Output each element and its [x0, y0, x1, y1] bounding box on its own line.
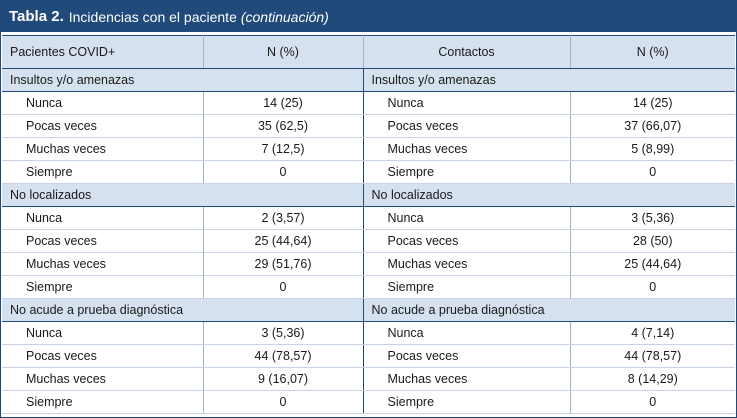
row-label-patients: Pocas veces: [2, 344, 204, 368]
table-row: Nunca 14 (25) Nunca 14 (25): [2, 91, 735, 115]
section-title-contacts: No acude a prueba diagnóstica: [362, 298, 735, 322]
row-value-patients: 2 (3,57): [203, 206, 363, 230]
section-title-patients: No localizados: [2, 183, 363, 207]
table-row: Muchas veces 9 (16,07) Muchas veces 8 (14,2…: [2, 367, 735, 391]
row-value-contacts: 28 (50): [570, 229, 735, 253]
row-label-contacts: Nunca: [362, 321, 571, 345]
section-row: No localizados No localizados: [2, 183, 735, 207]
row-label-patients: Pocas veces: [2, 114, 204, 138]
row-value-patients: 14 (25): [203, 91, 363, 115]
incidents-table: Pacientes COVID+ N (%) Contactos N (%) I…: [2, 35, 735, 414]
row-value-patients: 0: [203, 275, 363, 299]
row-value-patients: 29 (51,76): [203, 252, 363, 276]
row-value-contacts: 44 (78,57): [570, 344, 735, 368]
row-label-contacts: Muchas veces: [362, 367, 571, 391]
row-label-patients: Siempre: [2, 390, 204, 414]
table-row: Pocas veces 25 (44,64) Pocas veces 28 (50): [2, 229, 735, 253]
row-value-contacts: 0: [570, 275, 735, 299]
row-label-patients: Pocas veces: [2, 229, 204, 253]
row-value-patients: 0: [203, 160, 363, 184]
row-label-patients: Nunca: [2, 206, 204, 230]
table-row: Muchas veces 29 (51,76) Muchas veces 25 (44…: [2, 252, 735, 276]
row-value-contacts: 3 (5,36): [570, 206, 735, 230]
row-label-contacts: Siempre: [362, 390, 571, 414]
row-label-patients: Muchas veces: [2, 367, 204, 391]
table-row: Pocas veces 44 (78,57) Pocas veces 44 (78,5…: [2, 344, 735, 368]
section-row: No acude a prueba diagnóstica No acude a …: [2, 298, 735, 322]
row-label-patients: Muchas veces: [2, 252, 204, 276]
section-title-patients: Insultos y/o amenazas: [2, 68, 363, 92]
section-title-patients: No acude a prueba diagnóstica: [2, 298, 363, 322]
table-row: Siempre 0 Siempre 0: [2, 275, 735, 299]
table-caption: Incidencias con el paciente: [68, 8, 237, 25]
row-value-contacts: 4 (7,14): [570, 321, 735, 345]
row-label-patients: Siempre: [2, 160, 204, 184]
section-row: Insultos y/o amenazas Insultos y/o amenaz…: [2, 68, 735, 92]
row-value-patients: 9 (16,07): [203, 367, 363, 391]
row-value-contacts: 8 (14,29): [570, 367, 735, 391]
row-label-contacts: Muchas veces: [362, 252, 571, 276]
row-label-contacts: Siempre: [362, 160, 571, 184]
table-number: Tabla 2.: [9, 8, 64, 25]
row-label-patients: Siempre: [2, 275, 204, 299]
table-row: Siempre 0 Siempre 0: [2, 390, 735, 414]
row-label-contacts: Siempre: [362, 275, 571, 299]
table-title: Tabla 2. Incidencias con el paciente (co…: [1, 1, 736, 32]
row-label-contacts: Nunca: [362, 91, 571, 115]
row-label-patients: Muchas veces: [2, 137, 204, 161]
table-caption-continuation: (continuación): [240, 8, 329, 25]
table-row: Siempre 0 Siempre 0: [2, 160, 735, 184]
row-label-patients: Nunca: [2, 321, 204, 345]
header-n-patients: N (%): [203, 35, 364, 69]
row-value-contacts: 25 (44,64): [570, 252, 735, 276]
row-value-contacts: 37 (66,07): [570, 114, 735, 138]
header-patients: Pacientes COVID+: [2, 35, 204, 69]
table-row: Muchas veces 7 (12,5) Muchas veces 5 (8,99): [2, 137, 735, 161]
table-row: Pocas veces 35 (62,5) Pocas veces 37 (66,07…: [2, 114, 735, 138]
table-row: Nunca 2 (3,57) Nunca 3 (5,36): [2, 206, 735, 230]
row-label-contacts: Muchas veces: [362, 137, 571, 161]
row-label-contacts: Pocas veces: [362, 114, 571, 138]
row-label-contacts: Pocas veces: [362, 344, 571, 368]
row-label-contacts: Nunca: [362, 206, 571, 230]
row-value-patients: 0: [203, 390, 363, 414]
row-value-patients: 35 (62,5): [203, 114, 363, 138]
table-row: Nunca 3 (5,36) Nunca 4 (7,14): [2, 321, 735, 345]
row-label-patients: Nunca: [2, 91, 204, 115]
row-value-patients: 7 (12,5): [203, 137, 363, 161]
row-value-contacts: 0: [570, 390, 735, 414]
row-label-contacts: Pocas veces: [362, 229, 571, 253]
header-contacts: Contactos: [363, 35, 571, 69]
row-value-contacts: 14 (25): [570, 91, 735, 115]
row-value-contacts: 0: [570, 160, 735, 184]
row-value-patients: 44 (78,57): [203, 344, 363, 368]
section-title-contacts: No localizados: [362, 183, 735, 207]
row-value-contacts: 5 (8,99): [570, 137, 735, 161]
row-value-patients: 25 (44,64): [203, 229, 363, 253]
section-title-contacts: Insultos y/o amenazas: [362, 68, 735, 92]
row-value-patients: 3 (5,36): [203, 321, 363, 345]
header-row: Pacientes COVID+ N (%) Contactos N (%): [2, 35, 735, 69]
header-n-contacts: N (%): [570, 35, 735, 69]
